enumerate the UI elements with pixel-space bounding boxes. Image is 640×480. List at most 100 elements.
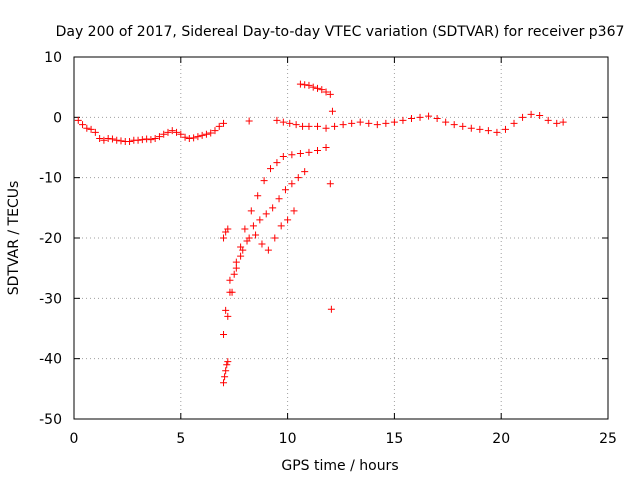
data-point: [239, 246, 247, 254]
y-tick-label: 0: [53, 110, 62, 126]
data-point: [296, 150, 304, 158]
data-point: [269, 204, 277, 212]
data-point: [299, 122, 307, 130]
data-point: [260, 177, 268, 185]
y-tick-label: -20: [39, 231, 62, 247]
data-point: [108, 135, 116, 143]
data-point: [382, 119, 390, 127]
data-point: [252, 231, 260, 239]
data-point: [399, 116, 407, 124]
data-point: [322, 124, 330, 132]
y-tick-label: -40: [39, 352, 62, 368]
data-point: [220, 331, 228, 339]
data-point: [100, 136, 108, 144]
data-point: [241, 225, 249, 233]
data-point: [173, 128, 181, 136]
data-point: [309, 83, 317, 91]
data-point: [147, 136, 155, 144]
x-tick-label: 20: [492, 431, 510, 447]
data-point: [190, 134, 198, 142]
axis-ticks: 0 5 10 15 20 25 -50 -40 -30 -20 -10 0 10: [39, 50, 617, 447]
data-point: [328, 107, 336, 115]
data-point: [258, 240, 266, 248]
x-tick-label: 10: [279, 431, 297, 447]
y-tick-label: -30: [39, 291, 62, 307]
data-point: [245, 117, 253, 125]
data-point: [305, 148, 313, 156]
data-point: [536, 112, 544, 120]
data-point: [207, 129, 215, 137]
data-point: [271, 234, 279, 242]
x-tick-label: 0: [70, 431, 79, 447]
data-point: [264, 246, 272, 254]
data-point: [559, 118, 567, 126]
x-tick-label: 15: [385, 431, 403, 447]
data-point: [284, 216, 292, 224]
series-mid-segment: [273, 116, 307, 130]
data-point: [226, 276, 234, 284]
data-point: [373, 121, 381, 129]
series-isolated-a: [245, 117, 253, 125]
chart-title: Day 200 of 2017, Sidereal Day-to-day VTE…: [56, 24, 625, 40]
data-point: [356, 118, 364, 126]
data-point: [279, 153, 287, 161]
data-point: [322, 88, 330, 96]
data-point: [226, 288, 234, 296]
data-point: [83, 124, 91, 132]
series-recovery-curve-1: [220, 144, 330, 339]
data-point: [91, 128, 99, 136]
data-point: [322, 144, 330, 151]
data-point: [339, 121, 347, 129]
series-baseline-late: [305, 110, 567, 136]
data-point: [442, 118, 450, 126]
data-point: [232, 264, 240, 272]
data-point: [223, 361, 231, 369]
data-point: [501, 125, 509, 133]
data-point: [79, 121, 87, 129]
data-point: [185, 134, 193, 142]
data-point: [281, 186, 289, 194]
series-positive-cluster: [296, 80, 334, 98]
data-point: [318, 86, 326, 94]
data-point: [113, 136, 121, 144]
data-point: [277, 222, 285, 230]
data-point: [510, 119, 518, 127]
data-point: [198, 131, 206, 139]
data-point: [224, 312, 232, 320]
data-point: [544, 116, 552, 124]
data-point: [467, 124, 475, 132]
data-point: [314, 147, 322, 155]
data-point: [194, 133, 202, 141]
data-point: [553, 119, 561, 127]
data-point: [220, 234, 228, 242]
data-point: [407, 115, 415, 123]
data-point: [279, 118, 287, 126]
data-point: [433, 115, 441, 123]
series-recovery-curve-4: [220, 225, 232, 242]
data-point: [249, 222, 257, 230]
data-point: [301, 81, 309, 89]
data-point: [126, 137, 134, 145]
data-point: [138, 136, 146, 144]
y-axis-label: SDTVAR / TECUs: [6, 181, 22, 296]
data-point: [273, 116, 281, 124]
data-point: [416, 113, 424, 121]
series-isolated-b: [326, 107, 336, 313]
data-point: [527, 110, 535, 118]
data-point: [519, 113, 527, 121]
y-tick-label: -50: [39, 412, 62, 428]
series-recovery-curve-3: [226, 207, 298, 284]
data-point: [484, 127, 492, 135]
data-point: [245, 234, 253, 242]
data-point: [288, 180, 296, 188]
data-point: [134, 136, 142, 144]
data-point: [256, 216, 264, 224]
data-point: [305, 81, 313, 89]
data-point: [143, 135, 151, 143]
data-point: [365, 119, 373, 127]
data-points: [74, 80, 567, 387]
data-point: [221, 373, 229, 381]
data-point: [273, 159, 281, 167]
data-point: [254, 192, 262, 200]
